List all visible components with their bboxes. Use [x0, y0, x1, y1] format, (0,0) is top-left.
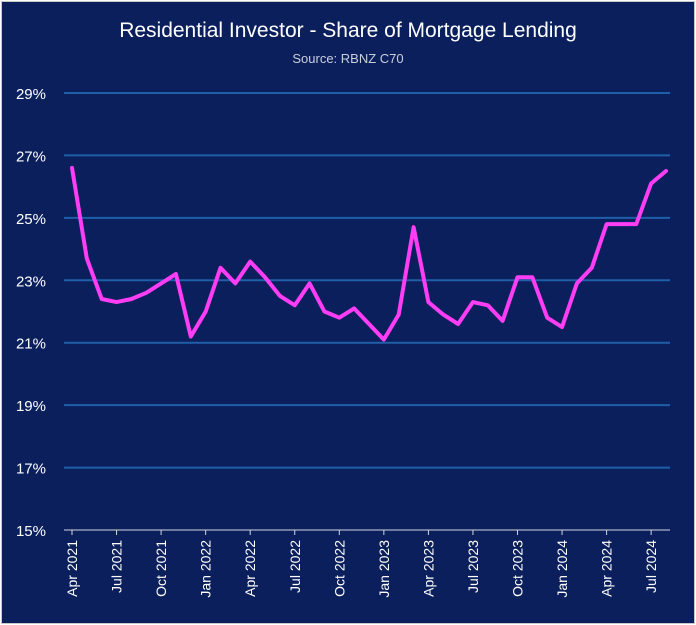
x-tick-label: Apr 2024 [599, 540, 615, 597]
x-tick-label: Jul 2022 [287, 540, 303, 593]
x-tick-label: Apr 2021 [64, 540, 80, 597]
x-tick-label: Jan 2022 [198, 540, 214, 598]
x-tick-label: Oct 2022 [331, 540, 347, 597]
x-tick-label: Jan 2024 [554, 540, 570, 598]
y-tick-label: 15% [16, 523, 46, 540]
y-tick-label: 25% [16, 211, 46, 228]
y-tick-label: 19% [16, 398, 46, 415]
chart-subtitle: Source: RBNZ C70 [292, 51, 404, 66]
y-tick-label: 27% [16, 148, 46, 165]
series-line [70, 165, 668, 342]
chart-title: Residential Investor - Share of Mortgage… [119, 19, 577, 42]
x-tick-label: Apr 2023 [420, 540, 436, 597]
y-tick-label: 29% [16, 86, 46, 103]
x-tick-label: Oct 2023 [510, 540, 526, 597]
x-tick-label: Oct 2021 [153, 540, 169, 597]
y-tick-label: 21% [16, 336, 46, 353]
y-tick-label: 23% [16, 273, 46, 290]
x-tick-label: Jan 2023 [376, 540, 392, 598]
x-tick-label: Jul 2023 [465, 540, 481, 593]
y-tick-label: 17% [16, 461, 46, 478]
x-tick-label: Jul 2024 [643, 540, 659, 593]
x-tick-label: Apr 2022 [242, 540, 258, 597]
x-tick-label: Jul 2021 [109, 540, 125, 593]
